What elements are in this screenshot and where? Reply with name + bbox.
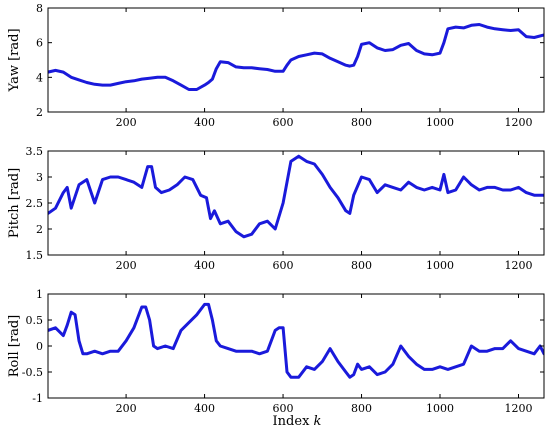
pitch-y-tick-label: 2 — [36, 223, 43, 236]
yaw-x-tick-label: 1000 — [426, 116, 454, 129]
yaw-x-tick-label: 1200 — [504, 116, 532, 129]
roll-panel: 200 400 600 800 1000 1200 -1 -0.5 0 0.5 1 Roll [rad… — [7, 288, 545, 415]
roll-x-tick-label: 800 — [351, 402, 372, 415]
yaw-y-tick-label: 8 — [36, 2, 43, 15]
pitch-x-tick-label: 800 — [351, 259, 372, 272]
yaw-y-tick-label: 4 — [36, 71, 43, 84]
x-axis-title: Index k — [273, 414, 322, 429]
yaw-x-tick-label: 600 — [273, 116, 294, 129]
roll-x-tick-label: 600 — [273, 402, 294, 415]
yaw-y-tick-label: 2 — [36, 106, 43, 119]
pitch-y-axis-title: Pitch [rad] — [7, 168, 22, 238]
pitch-y-tick-label: 2.5 — [26, 197, 44, 210]
roll-x-tick-label: 200 — [116, 402, 137, 415]
yaw-series-line-0 — [48, 23, 544, 91]
pitch-x-tick-label: 400 — [194, 259, 215, 272]
yaw-y-tick-label: 6 — [36, 37, 43, 50]
pitch-y-tick-label: 1.5 — [26, 249, 44, 262]
roll-x-tick-label: 1200 — [504, 402, 532, 415]
pitch-x-tick-label: 600 — [273, 259, 294, 272]
pitch-y-tick-label: 3.5 — [26, 145, 44, 158]
roll-y-tick-label: 0 — [36, 340, 43, 353]
yaw-y-axis-title: Yaw [rad] — [7, 28, 22, 92]
pitch-x-tick-label: 200 — [116, 259, 137, 272]
yaw-panel: 200 400 600 800 1000 1200 2 4 6 8 Yaw [rad] — [7, 2, 545, 129]
yaw-x-tick-label: 800 — [351, 116, 372, 129]
pitch-x-tick-label: 1000 — [426, 259, 454, 272]
pitch-panel: 200 400 600 800 1000 1200 1.5 2 2.5 3 3.5 Pitch [ra… — [7, 145, 545, 272]
roll-y-tick-label: 1 — [36, 288, 43, 301]
roll-y-axis-title: Roll [rad] — [7, 315, 22, 378]
pitch-y-tick-label: 3 — [36, 171, 43, 184]
roll-series-line-0 — [48, 302, 544, 379]
x-axis-title-prefix: Index — [273, 414, 314, 429]
roll-x-tick-label: 400 — [194, 402, 215, 415]
x-axis-title-variable: k — [314, 414, 322, 429]
pitch-series-line-0 — [48, 154, 544, 239]
yaw-x-tick-label: 200 — [116, 116, 137, 129]
yaw-axes-frame — [47, 7, 545, 113]
yaw-x-tick-label: 400 — [194, 116, 215, 129]
pitch-axes-frame — [47, 150, 545, 256]
roll-y-tick-label: -1 — [32, 392, 43, 405]
roll-y-tick-label: -0.5 — [22, 366, 43, 379]
pitch-x-tick-label: 1200 — [504, 259, 532, 272]
roll-y-tick-label: 0.5 — [26, 314, 44, 327]
roll-x-tick-label: 1000 — [426, 402, 454, 415]
